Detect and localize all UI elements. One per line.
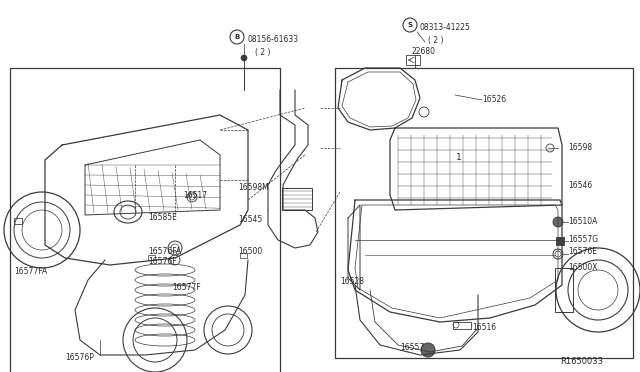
Text: 16576E: 16576E: [568, 247, 597, 257]
Text: 16510A: 16510A: [568, 218, 597, 227]
Text: 16585E: 16585E: [148, 214, 177, 222]
Bar: [14, 218, 22, 224]
Bar: [555, 268, 573, 312]
Text: 16546: 16546: [568, 180, 592, 189]
Text: 16557: 16557: [400, 343, 424, 353]
Text: 16576P: 16576P: [65, 353, 94, 362]
Bar: [148, 255, 155, 260]
Text: R1650033: R1650033: [560, 357, 603, 366]
Text: 16577FA: 16577FA: [14, 267, 47, 276]
Text: 16500: 16500: [238, 247, 262, 257]
Bar: [453, 322, 471, 329]
Text: 08156-61633: 08156-61633: [248, 35, 299, 45]
Text: 16517: 16517: [183, 192, 207, 201]
Circle shape: [421, 343, 435, 357]
Text: 16598: 16598: [568, 144, 592, 153]
Text: 16557G: 16557G: [568, 235, 598, 244]
Text: 16526: 16526: [482, 96, 506, 105]
Text: ( 2 ): ( 2 ): [255, 48, 271, 57]
Bar: [282, 188, 312, 210]
Bar: [406, 55, 420, 65]
Text: 16576F: 16576F: [148, 257, 177, 266]
Text: 22680: 22680: [412, 48, 436, 57]
Text: B: B: [234, 34, 239, 40]
Text: 16545: 16545: [238, 215, 262, 224]
Bar: [556, 237, 564, 245]
Bar: [335, 68, 633, 358]
Circle shape: [553, 217, 563, 227]
Circle shape: [241, 55, 247, 61]
Bar: [240, 253, 247, 258]
Text: 16528: 16528: [340, 278, 364, 286]
Text: 16598M: 16598M: [238, 183, 269, 192]
Text: 16577F: 16577F: [172, 283, 200, 292]
Bar: [10, 68, 280, 372]
Text: 1: 1: [456, 154, 461, 163]
Text: ( 2 ): ( 2 ): [428, 35, 444, 45]
Text: S: S: [408, 22, 413, 28]
Text: 16500X: 16500X: [568, 263, 598, 273]
Text: 16516: 16516: [472, 324, 496, 333]
Text: 16576FA: 16576FA: [148, 247, 181, 257]
Text: 08313-41225: 08313-41225: [420, 23, 471, 32]
